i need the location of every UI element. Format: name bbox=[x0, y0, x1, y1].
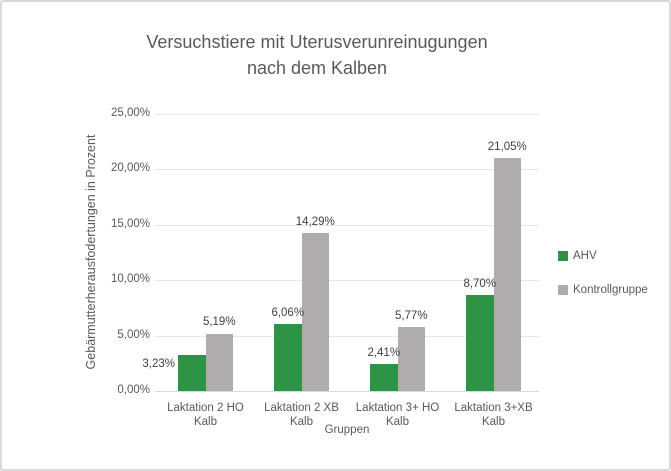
data-label-AHV-2: 6,06% bbox=[271, 306, 305, 319]
x-category-label-1: Laktation 2 HO Kalb bbox=[156, 401, 256, 429]
gridline-10 bbox=[155, 280, 539, 282]
x-label-line: Laktation 3+XB bbox=[454, 402, 533, 414]
x-label-line: Kalb bbox=[385, 416, 410, 428]
plot-area bbox=[155, 114, 539, 392]
y-tick-label-15,00%: 15,00% bbox=[110, 217, 150, 230]
x-axis-line bbox=[155, 391, 539, 392]
gridline-5 bbox=[155, 335, 539, 337]
data-label-Kontrollgruppe-2: 14,29% bbox=[295, 215, 335, 228]
data-label-Kontrollgruppe-4: 21,05% bbox=[487, 140, 527, 153]
gridline-15 bbox=[155, 224, 539, 226]
x-axis-title: Gruppen bbox=[324, 424, 370, 436]
data-label-Kontrollgruppe-3: 5,77% bbox=[394, 310, 428, 323]
bar-Kontrollgruppe-3 bbox=[397, 327, 425, 391]
y-tick-label-5,00%: 5,00% bbox=[117, 328, 150, 341]
x-category-label-3: Laktation 3+ HO Kalb bbox=[348, 401, 448, 429]
x-category-label-2: Laktation 2 XB Kalb bbox=[252, 401, 352, 429]
x-category-label-4: Laktation 3+XB Kalb bbox=[444, 401, 544, 429]
y-tick-label-0,00%: 0,00% bbox=[117, 384, 150, 396]
legend-item-Kontrollgruppe: Kontrollgruppe bbox=[558, 283, 648, 296]
x-label-line: Laktation 2 XB bbox=[264, 402, 339, 414]
x-label-line: Laktation 2 HO bbox=[167, 402, 244, 414]
chart-title-line-2: nach dem Kalben bbox=[246, 58, 388, 78]
chart-title: Versuchstiere mit Uterusverunreinugungen… bbox=[87, 29, 547, 81]
x-label-line: Kalb bbox=[481, 416, 506, 428]
legend-label: AHV bbox=[573, 249, 597, 262]
gridline-20 bbox=[155, 169, 539, 171]
legend-swatch-icon bbox=[558, 250, 568, 261]
chart-title-line-1: Versuchstiere mit Uterusverunreinugungen bbox=[146, 32, 488, 52]
legend: AHV Kontrollgruppe bbox=[558, 249, 648, 317]
x-label-line: Kalb bbox=[193, 416, 218, 428]
bar-AHV-2 bbox=[274, 323, 302, 391]
data-label-AHV-1: 3,23% bbox=[142, 358, 175, 371]
bar-Kontrollgruppe-4 bbox=[493, 157, 521, 391]
x-label-line: Kalb bbox=[289, 416, 314, 428]
y-tick-label-10,00%: 10,00% bbox=[110, 273, 150, 286]
bar-Kontrollgruppe-2 bbox=[301, 232, 329, 391]
legend-swatch-icon bbox=[558, 284, 568, 295]
gridline-25 bbox=[155, 114, 539, 115]
legend-label: Kontrollgruppe bbox=[573, 283, 648, 296]
bar-Kontrollgruppe-1 bbox=[205, 333, 233, 391]
x-label-line: Laktation 3+ HO bbox=[355, 402, 440, 414]
data-label-Kontrollgruppe-1: 5,19% bbox=[202, 316, 236, 329]
y-tick-label-20,00%: 20,00% bbox=[110, 162, 150, 175]
bar-AHV-1 bbox=[178, 355, 206, 391]
bar-AHV-3 bbox=[370, 364, 398, 391]
data-label-AHV-3: 2,41% bbox=[367, 347, 401, 360]
data-label-AHV-4: 8,70% bbox=[463, 277, 497, 290]
legend-item-AHV: AHV bbox=[558, 249, 648, 262]
y-tick-label-25,00%: 25,00% bbox=[110, 107, 150, 119]
bar-AHV-4 bbox=[466, 294, 494, 391]
